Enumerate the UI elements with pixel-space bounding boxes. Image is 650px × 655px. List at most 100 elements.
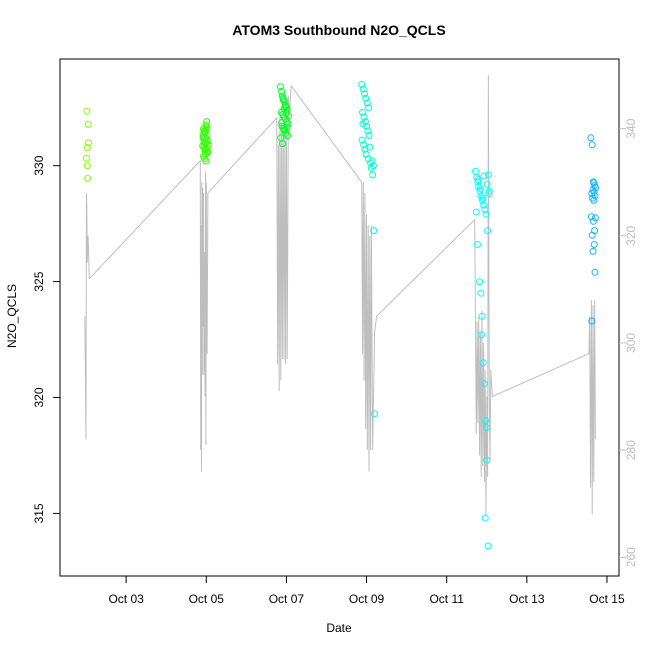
data-point: [278, 88, 286, 95]
data-point: [484, 542, 492, 550]
data-point: [279, 96, 287, 104]
data-point: [474, 176, 482, 184]
data-point: [201, 147, 209, 155]
data-point: [591, 214, 599, 222]
y-tick-label: 330: [32, 155, 46, 175]
data-point: [587, 213, 595, 221]
data-point: [358, 81, 366, 88]
data-point: [283, 123, 291, 131]
data-point: [476, 278, 484, 286]
y2-tick-label: 300: [624, 333, 638, 353]
data-point: [363, 99, 371, 107]
data-point: [83, 144, 91, 152]
data-point: [483, 456, 491, 464]
data-point: [480, 172, 488, 180]
y-axis: 315 320 325 330: [32, 155, 60, 523]
plot-area-frame: [59, 58, 620, 577]
x-tick-label: Oct 03: [108, 592, 144, 606]
data-point: [485, 187, 493, 195]
data-point: [590, 241, 598, 248]
data-point: [478, 312, 486, 320]
data-point: [83, 107, 91, 115]
data-point: [203, 118, 211, 126]
data-point: [482, 210, 490, 218]
y2-tick-label: 280: [624, 440, 638, 460]
data-point: [204, 141, 212, 149]
y-axis-right: 260 280 300 320 340: [619, 118, 638, 567]
y-tick-label: 315: [32, 503, 46, 523]
data-point: [359, 108, 366, 116]
data-point: [481, 514, 489, 522]
data-point: [278, 140, 286, 148]
data-point: [365, 104, 373, 112]
data-point: [370, 227, 378, 235]
data-point: [199, 134, 207, 142]
data-point: [366, 143, 374, 151]
data-point: [200, 127, 208, 135]
x-tick-label: Oct 07: [269, 592, 305, 606]
data-point: [483, 180, 491, 188]
data-point: [82, 154, 90, 162]
data-point: [591, 192, 599, 200]
data-point: [590, 179, 598, 187]
data-point: [479, 194, 487, 202]
data-point: [365, 132, 373, 139]
data-point: [358, 136, 366, 144]
data-point: [369, 171, 377, 179]
data-point: [482, 417, 490, 425]
data-point: [359, 120, 367, 128]
y2-tick-label: 320: [624, 225, 638, 245]
data-point: [587, 134, 595, 142]
data-point: [479, 359, 487, 367]
data-point: [371, 410, 379, 418]
data-point: [472, 208, 480, 216]
data-point: [481, 206, 489, 214]
data-point: [588, 317, 596, 325]
x-tick-label: Oct 09: [349, 592, 385, 606]
data-point: [591, 268, 599, 276]
x-axis-label: Date: [326, 621, 352, 635]
x-axis: Oct 03 Oct 05 Oct 07 Oct 09 Oct 11 Oct 13 Oct …: [108, 575, 625, 606]
data-point: [480, 380, 488, 388]
chart-title: ATOM3 Southbound N2O_QCLS: [232, 22, 445, 38]
data-point: [474, 241, 481, 248]
data-point: [589, 217, 597, 225]
y-tick-label: 325: [32, 271, 46, 291]
data-point: [477, 289, 485, 297]
data-point: [362, 94, 370, 102]
data-point: [482, 424, 490, 432]
line-layer: [84, 75, 596, 515]
data-point: [472, 167, 479, 175]
data-point: [484, 227, 492, 235]
data-point: [363, 122, 370, 130]
x-tick-label: Oct 13: [509, 592, 545, 606]
data-point: [276, 83, 284, 91]
data-point: [360, 113, 368, 121]
data-point: [284, 120, 292, 128]
data-point: [284, 132, 292, 139]
data-point: [284, 112, 292, 120]
data-point: [278, 119, 286, 127]
data-point: [199, 130, 207, 138]
data-point: [588, 231, 596, 239]
data-point: [280, 105, 288, 113]
data-point: [589, 247, 597, 255]
y-tick-label: 320: [32, 387, 46, 407]
data-point: [204, 149, 211, 157]
y2-tick-label: 340: [624, 118, 638, 138]
data-point: [480, 201, 488, 209]
data-point: [203, 123, 211, 131]
data-point: [361, 90, 368, 98]
data-point: [368, 157, 376, 165]
data-point: [478, 331, 486, 339]
data-point: [84, 174, 92, 182]
point-layer: [82, 81, 600, 550]
data-point: [364, 127, 372, 135]
x-tick-label: Oct 05: [189, 592, 225, 606]
data-point: [359, 85, 367, 93]
data-point: [588, 141, 596, 149]
x-tick-label: Oct 15: [589, 592, 625, 606]
data-point: [83, 162, 91, 170]
